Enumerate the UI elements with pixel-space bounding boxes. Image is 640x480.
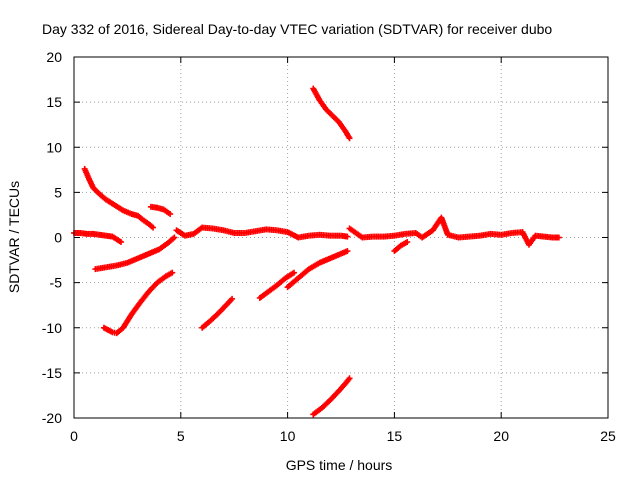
y-tick-label: 10	[46, 139, 62, 155]
points-layer	[71, 85, 562, 418]
y-tick-label: -15	[42, 365, 62, 381]
data-point	[169, 269, 176, 276]
data-point	[291, 269, 298, 276]
x-tick-label: 15	[387, 428, 403, 444]
y-tick-label: -5	[50, 275, 63, 291]
x-tick-label: 25	[600, 428, 616, 444]
y-tick-label: 15	[46, 94, 62, 110]
x-axis-title: GPS time / hours	[286, 457, 393, 473]
data-point	[117, 239, 124, 246]
data-point	[404, 239, 411, 246]
data-point	[229, 295, 236, 302]
y-axis-title: SDTVAR / TECUs	[6, 181, 22, 293]
data-point	[346, 375, 353, 382]
plot-frame	[73, 56, 609, 419]
data-point	[344, 233, 351, 240]
grid-layer	[74, 57, 608, 418]
data-point	[346, 135, 353, 142]
data-point	[555, 234, 562, 241]
data-point	[171, 234, 178, 241]
data-point	[150, 224, 157, 231]
y-tick-label: 20	[46, 49, 62, 65]
x-tick-label: 20	[493, 428, 509, 444]
data-point	[167, 211, 174, 218]
x-tick-label: 5	[177, 428, 185, 444]
y-tick-label: -10	[42, 320, 62, 336]
data-point	[344, 248, 351, 255]
x-tick-label: 0	[70, 428, 78, 444]
x-tick-label: 10	[280, 428, 296, 444]
y-tick-label: 0	[54, 230, 62, 246]
chart-title: Day 332 of 2016, Sidereal Day-to-day VTE…	[42, 21, 552, 37]
y-tick-label: 5	[54, 184, 62, 200]
y-tick-label: -20	[42, 410, 62, 426]
labels-layer: 0 5 10 15 20 25 -20 -15 -10 -5 0 5 10 15 20	[42, 49, 616, 444]
